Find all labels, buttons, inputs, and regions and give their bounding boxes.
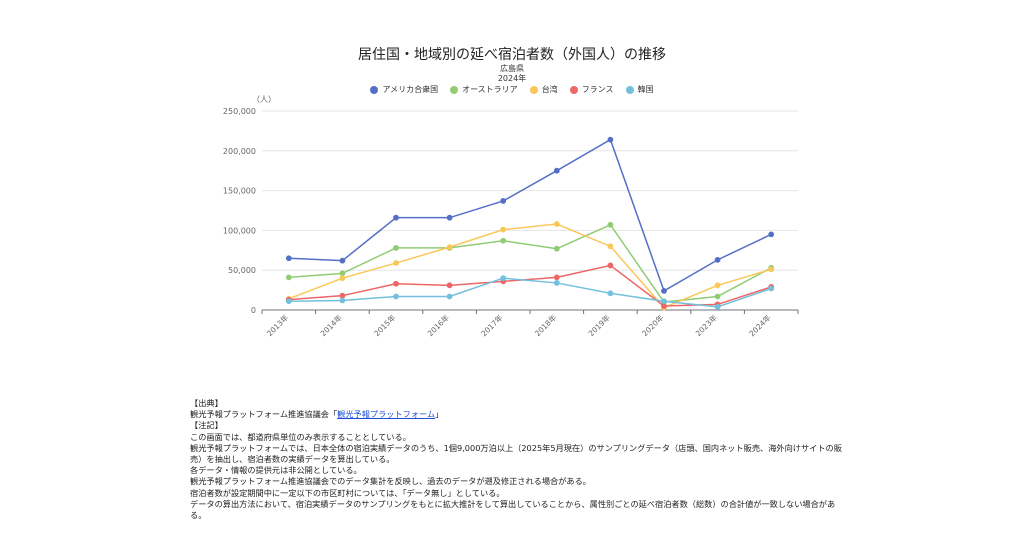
x-tick-label: 2020年 — [640, 312, 666, 338]
data-point — [714, 293, 721, 300]
data-point — [339, 297, 346, 304]
legend-marker — [569, 85, 578, 94]
data-point — [285, 255, 292, 262]
data-point — [339, 292, 346, 299]
data-point — [500, 237, 507, 244]
series-line — [288, 264, 772, 307]
note-line: 宿泊者数が設定期間中に一定以下の市区町村については、「データ無し」としている。 — [190, 487, 505, 498]
data-point — [714, 282, 721, 289]
source-link[interactable]: 観光予報プラットフォーム — [337, 409, 436, 420]
legend-label: 台湾 — [541, 85, 558, 94]
note-line: データの算出方法において、宿泊実績データのサンプリングをもとに拡大推計をして算出… — [190, 498, 836, 521]
chart-legend: アメリカ合衆国 オーストラリア 台湾 フランス 韓国 — [0, 84, 1024, 95]
source-heading: 【出典】 — [190, 398, 223, 408]
data-point — [339, 257, 346, 264]
data-point — [393, 293, 399, 300]
y-tick-label: 0 — [251, 306, 256, 315]
data-point — [285, 274, 292, 281]
data-point — [446, 244, 453, 251]
legend-label: アメリカ合衆国 — [382, 85, 439, 94]
data-point — [768, 266, 775, 273]
y-tick-label: 250,000 — [223, 107, 256, 116]
legend-label: 韓国 — [637, 85, 654, 94]
data-point — [553, 221, 560, 227]
chart-area: 居住国・地域別の延べ宿泊者数（外国人）の推移 広島県 2024年 アメリカ合衆国… — [0, 47, 1024, 338]
legend-label: フランス — [581, 85, 614, 94]
source-line: 観光予報プラットフォーム推進協議会「観光予報プラットフォーム」 — [190, 409, 850, 420]
data-point — [393, 245, 399, 251]
data-point — [446, 293, 453, 300]
data-point — [339, 275, 346, 282]
chart-subtitle-prefecture: 広島県 — [500, 64, 524, 73]
legend-marker — [370, 85, 379, 94]
x-tick-label: 2019年 — [586, 312, 612, 338]
data-point — [553, 280, 560, 286]
data-point — [446, 214, 453, 221]
data-point — [714, 303, 721, 310]
data-point — [553, 245, 560, 252]
note-line: 観光予報プラットフォームでは、日本全体の宿泊実績データのうち、1個9,000万泊… — [190, 442, 842, 465]
data-point — [607, 221, 614, 228]
data-point — [553, 167, 560, 174]
x-tick-label: 2018年 — [532, 312, 558, 338]
y-tick-label: 50,000 — [228, 266, 256, 275]
chart-title: 居住国・地域別の延べ宿泊者数（外国人）の推移 — [358, 47, 666, 63]
x-tick-label: 2014年 — [318, 312, 344, 338]
data-point — [285, 298, 292, 305]
x-tick-label: 2023年 — [693, 312, 719, 338]
series-line — [288, 277, 772, 308]
legend-item[interactable]: アメリカ合衆国 — [370, 84, 438, 95]
data-point — [714, 256, 721, 263]
data-point — [607, 243, 614, 250]
legend-item[interactable]: フランス — [569, 84, 614, 95]
data-point — [500, 275, 507, 282]
series-line — [288, 138, 772, 292]
data-point — [339, 270, 346, 277]
note-line: この画面では、都道府県単位のみ表示することとしている。 — [190, 431, 411, 442]
note-line: 観光予報プラットフォーム推進協議会でのデータ集計を反映し、過去のデータが遡及修正… — [190, 476, 591, 487]
data-point — [607, 290, 614, 297]
data-point — [768, 231, 775, 238]
data-point — [768, 285, 775, 292]
data-point — [393, 280, 399, 287]
legend-item[interactable]: 韓国 — [625, 84, 654, 95]
notes-section: 【出典】 観光予報プラットフォーム推進協議会「観光予報プラットフォーム」 【注記… — [190, 398, 850, 521]
data-point — [607, 262, 614, 269]
data-point — [500, 198, 507, 204]
x-tick-label: 2024年 — [747, 312, 773, 338]
legend-item[interactable]: 台湾 — [529, 84, 558, 95]
x-tick-label: 2015年 — [372, 312, 398, 338]
x-tick-label: 2017年 — [479, 312, 505, 338]
legend-label: オーストラリア — [462, 85, 518, 94]
source-text-before: 観光予報プラットフォーム推進協議会「 — [190, 409, 338, 420]
data-point — [446, 282, 453, 289]
y-axis-unit-label: （人） — [252, 95, 276, 104]
legend-item[interactable]: オーストラリア — [450, 84, 518, 95]
y-tick-label: 150,000 — [223, 187, 256, 196]
data-point — [661, 298, 667, 305]
y-tick-label: 100,000 — [223, 226, 256, 235]
data-point — [661, 287, 667, 294]
legend-marker — [529, 85, 538, 94]
series-line — [288, 223, 772, 309]
data-point — [553, 274, 560, 281]
legend-marker — [450, 85, 459, 94]
data-point — [500, 226, 507, 233]
x-tick-label: 2016年 — [425, 312, 451, 338]
note-line: 各データ・情報の提供元は非公開としている。 — [190, 465, 362, 476]
data-point — [607, 136, 614, 143]
line-chart: 0 50,000 100,000 150,000 200,000 250,000 2013年… — [223, 107, 799, 338]
y-tick-label: 200,000 — [223, 147, 256, 156]
legend-marker — [625, 85, 634, 94]
data-point — [393, 260, 399, 266]
data-point — [661, 303, 667, 309]
series-line — [288, 223, 772, 303]
data-point — [393, 214, 399, 221]
source-text-after: 」 — [435, 409, 444, 420]
notes-heading: 【注記】 — [190, 420, 223, 431]
chart-subtitle-year: 2024年 — [497, 74, 527, 83]
x-tick-label: 2013年 — [264, 312, 290, 338]
